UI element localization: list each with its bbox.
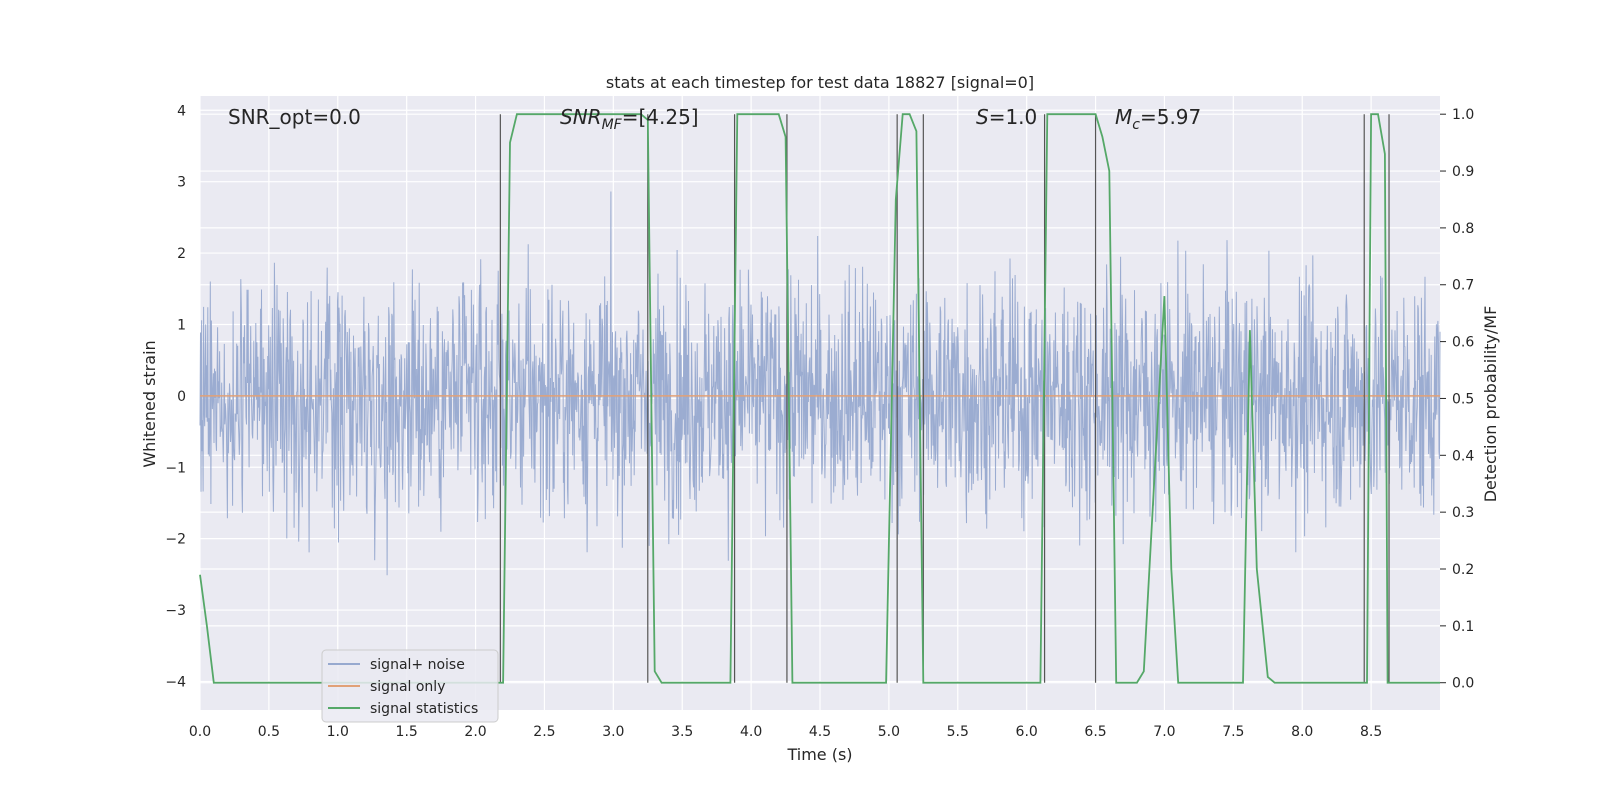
y-tick-label: −4 [165, 674, 186, 690]
chart-title: stats at each timestep for test data 188… [606, 73, 1034, 92]
x-tick-label: 6.0 [1016, 724, 1038, 740]
x-tick-label: 3.5 [671, 724, 693, 740]
y-right-tick-label: 0.8 [1452, 221, 1474, 237]
x-tick-label: 1.5 [396, 724, 418, 740]
annotation-snr-mf: SNRMF=[4.25] [560, 105, 699, 133]
annotation-s: S=1.0 [976, 105, 1037, 129]
snr-mf-subscript: MF [602, 117, 623, 133]
snr-mf-symbol: SNR [560, 105, 602, 129]
snr-mf-value: =[4.25] [622, 105, 699, 129]
y-tick-label: 4 [177, 103, 186, 119]
x-tick-label: 4.5 [809, 724, 831, 740]
legend-label-signal-only: signal only [370, 679, 445, 695]
y-tick-label: 1 [177, 317, 186, 333]
y-tick-label: −1 [165, 460, 186, 476]
y-tick-label: −2 [165, 532, 186, 548]
x-tick-label: 0.0 [189, 724, 211, 740]
y-tick-labels: −4 −3 −2 −1 0 1 2 3 4 [165, 103, 186, 690]
mc-symbol: M [1115, 105, 1132, 129]
y-tick-label: 0 [177, 389, 186, 405]
series-signal-statistics [199, 113, 1440, 684]
legend-label-signal-statistics: signal statistics [370, 701, 478, 717]
annotation-mc: Mc=5.97 [1115, 105, 1201, 133]
x-tick-label: 2.0 [464, 724, 486, 740]
y-tick-label: −3 [165, 603, 186, 619]
y-right-tick-label: 0.5 [1452, 391, 1474, 407]
x-tick-label: 8.5 [1360, 724, 1382, 740]
y-right-tick-label: 0.7 [1452, 278, 1474, 294]
x-tick-label: 1.0 [327, 724, 349, 740]
y-right-tick-label: 0.3 [1452, 505, 1474, 521]
y-right-axis-label: Detection probability/MF [1481, 306, 1500, 503]
x-tick-label: 7.0 [1153, 724, 1175, 740]
y-right-tick-label: 0.2 [1452, 562, 1474, 578]
y-right-tick-label: 0.1 [1452, 619, 1474, 635]
mc-subscript: c [1132, 117, 1140, 133]
series-signal-plus-noise [199, 191, 1441, 576]
x-tick-labels: 0.0 0.5 1.0 1.5 2.0 2.5 3.0 3.5 4.0 4.5 5.0 5.5 6.0 6… [189, 724, 1382, 740]
x-tick-label: 3.0 [602, 724, 624, 740]
legend: signal+ noise signal only signal statist… [321, 649, 499, 723]
y-right-tick-label: 0.4 [1452, 448, 1474, 464]
y-right-tick-label: 0.0 [1452, 676, 1474, 692]
x-tick-label: 6.5 [1084, 724, 1106, 740]
x-tick-label: 5.0 [878, 724, 900, 740]
x-tick-label: 2.5 [533, 724, 555, 740]
x-tick-label: 8.0 [1291, 724, 1313, 740]
y-tick-label: 2 [177, 246, 186, 262]
mc-value: =5.97 [1140, 105, 1201, 129]
annotation-snr-opt: SNR_opt=0.0 [228, 105, 361, 129]
y-right-tick-label: 0.6 [1452, 335, 1474, 351]
x-tick-label: 0.5 [258, 724, 280, 740]
y-right-tick-label: 0.9 [1452, 164, 1474, 180]
y-axis-label: Whitened strain [140, 340, 159, 467]
legend-label-signal-plus-noise: signal+ noise [370, 657, 465, 673]
x-tick-label: 7.5 [1222, 724, 1244, 740]
x-axis-label: Time (s) [786, 745, 852, 764]
y-tick-label: 3 [177, 175, 186, 191]
y-right-tick-labels: 0.0 0.1 0.2 0.3 0.4 0.5 0.6 0.7 0.8 0.9 1.0 [1440, 107, 1474, 692]
noise-trace [199, 191, 1441, 576]
y-right-tick-label: 1.0 [1452, 107, 1474, 123]
s-symbol: S [976, 105, 989, 129]
s-value: =1.0 [989, 105, 1038, 129]
x-tick-label: 4.0 [740, 724, 762, 740]
x-tick-label: 5.5 [947, 724, 969, 740]
legend-box [321, 649, 499, 723]
